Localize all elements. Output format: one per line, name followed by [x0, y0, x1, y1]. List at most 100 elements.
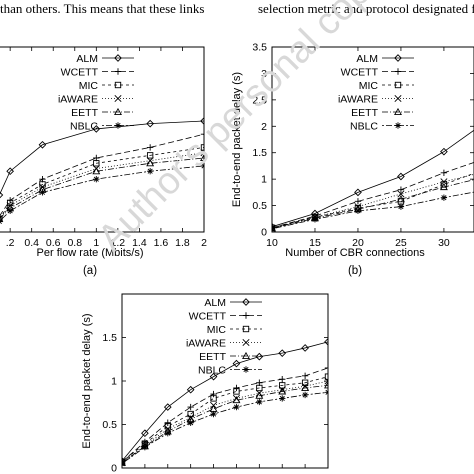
- plot-frame: [0, 46, 205, 233]
- data-point-alm: [38, 140, 47, 149]
- data-point-eett: [324, 381, 328, 389]
- data-point-mic: [93, 160, 100, 167]
- x-tick-label: 1.4: [132, 237, 147, 249]
- data-point-nblc: [210, 410, 217, 418]
- data-point-alm: [146, 119, 154, 128]
- data-point-alm: [163, 403, 172, 411]
- data-point-alm: [354, 188, 362, 197]
- data-point-eett: [232, 396, 241, 404]
- series-line-eett: [272, 179, 474, 229]
- data-point-nblc: [397, 203, 405, 210]
- data-point-nblc: [141, 443, 149, 451]
- x-tick-label: 0.4: [24, 237, 39, 249]
- legend-marker: [242, 338, 250, 347]
- series-line-alm: [122, 341, 328, 462]
- legend-label: EETT: [199, 351, 226, 363]
- y-tick-label: 1.5: [252, 147, 267, 159]
- data-point-eett: [301, 383, 310, 391]
- legend-marker: [242, 298, 250, 306]
- legend-label: ALM: [356, 53, 378, 65]
- x-tick-label: 1.8: [175, 237, 190, 249]
- data-point-nblc: [233, 403, 240, 411]
- legend-label: WCETT: [61, 67, 99, 79]
- data-point-iaware: [324, 377, 328, 385]
- series-group: [122, 338, 328, 467]
- series-line-nblc: [272, 191, 474, 230]
- legend-marker: [394, 54, 402, 62]
- body-text-left: than others. This means that these links: [0, 1, 205, 16]
- legend-label: NBLC: [350, 121, 378, 133]
- data-point-nblc: [187, 419, 194, 426]
- data-point-nblc: [324, 389, 328, 396]
- legend-marker: [242, 325, 250, 333]
- data-point-mic: [256, 384, 263, 392]
- data-point-nblc: [311, 216, 319, 223]
- data-point-alm: [141, 429, 149, 438]
- data-point-eett: [396, 195, 405, 203]
- data-point-alm: [397, 172, 405, 181]
- data-point-alm: [92, 125, 101, 133]
- data-point-mic: [200, 144, 204, 151]
- data-point-eett: [200, 153, 204, 162]
- data-point-alm: [301, 344, 309, 352]
- data-point-alm: [232, 359, 241, 368]
- series-line-wcett: [272, 162, 474, 229]
- data-point-nblc: [279, 395, 286, 402]
- y-tick-label: 1.5: [102, 332, 117, 344]
- legend-marker: [114, 81, 122, 89]
- series-group: [0, 117, 204, 224]
- data-point-nblc: [93, 175, 100, 183]
- y-tick-label: 0: [261, 227, 267, 239]
- data-point-eett: [278, 387, 287, 395]
- panel-label: (a): [83, 265, 97, 277]
- x-axis-label: Number of CBR connections: [285, 247, 425, 259]
- data-point-alm: [440, 147, 448, 156]
- legend-marker: [394, 107, 402, 116]
- legend-marker: [242, 312, 250, 319]
- y-tick-label: 0: [111, 463, 117, 474]
- y-axis-label: End-to-end packet delay (s): [81, 313, 93, 448]
- data-point-nblc: [6, 207, 14, 215]
- data-point-wcett: [187, 403, 194, 411]
- series-line-wcett: [122, 367, 328, 463]
- data-point-eett: [146, 159, 155, 167]
- body-text-right: selection metric and protocol designated…: [258, 1, 474, 16]
- x-tick-label: 0.8: [67, 237, 82, 249]
- y-axis-label: End-to-end packet delay (s): [231, 72, 243, 207]
- x-tick-label: 2: [201, 237, 207, 249]
- data-point-nblc: [354, 207, 362, 215]
- series-line-alm: [0, 120, 204, 195]
- plot-frame: [271, 46, 474, 233]
- data-point-alm: [0, 191, 4, 199]
- x-tick-label: 1.2: [111, 237, 126, 249]
- data-point-wcett: [354, 198, 362, 205]
- legend-label: ALM: [76, 53, 98, 65]
- series-line-iaware: [122, 380, 328, 464]
- y-tick-label: 2: [261, 121, 267, 133]
- x-tick-label: 1: [93, 237, 99, 249]
- data-point-wcett: [210, 390, 217, 398]
- series-line-iaware: [0, 152, 204, 219]
- y-tick-label: 0.5: [252, 200, 267, 212]
- data-point-nblc: [164, 430, 171, 437]
- panel-label: (b): [348, 265, 362, 277]
- data-point-wcett: [301, 372, 309, 379]
- legend-label: EETT: [351, 107, 378, 119]
- data-point-mic: [210, 395, 217, 402]
- data-point-alm: [6, 167, 14, 176]
- series-line-mic: [272, 172, 474, 229]
- data-point-alm: [255, 352, 264, 361]
- data-point-mic: [233, 388, 240, 395]
- legend-label: MIC: [207, 324, 227, 336]
- legend-marker: [242, 351, 250, 360]
- data-point-wcett: [324, 364, 328, 372]
- data-point-eett: [439, 182, 448, 191]
- data-point-mic: [324, 373, 328, 380]
- data-point-nblc: [200, 162, 204, 170]
- data-point-wcett: [279, 376, 286, 383]
- y-tick-label: 1: [111, 376, 117, 388]
